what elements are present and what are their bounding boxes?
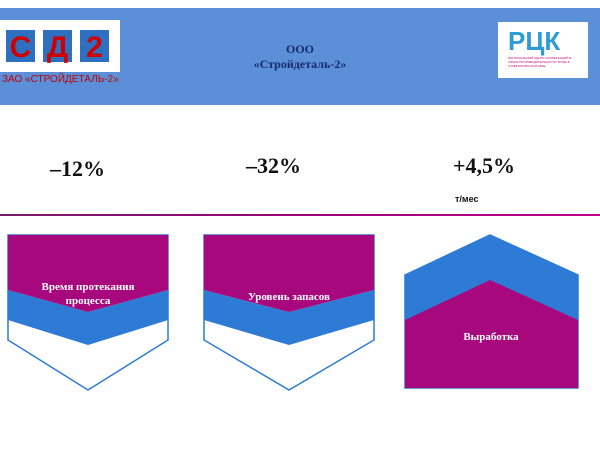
divider — [0, 214, 600, 216]
card-top — [204, 235, 374, 312]
card-band — [204, 290, 374, 345]
card-bottom — [405, 280, 578, 388]
title: «Стройдеталь-2» — [253, 57, 347, 71]
logo-letter: 2 — [78, 28, 111, 64]
metric-unit: т/мес — [455, 194, 479, 204]
metric-value: +4,5% — [453, 153, 516, 178]
title: ООО — [285, 42, 314, 56]
metric-value: –12% — [50, 156, 105, 181]
card-label: Уровень запасов — [248, 291, 330, 303]
logo-letter: С — [4, 28, 37, 64]
card-label: Время протекания процесса — [41, 281, 135, 307]
logo-letter: Д — [41, 28, 74, 64]
logo-caption: ЗАО «СТРОЙДЕТАЛЬ-2» — [2, 74, 119, 85]
metric-value: –32% — [246, 153, 301, 178]
card — [203, 234, 375, 391]
card-top — [8, 235, 168, 312]
partner-logo: РЦК — [508, 26, 561, 56]
card-label: Выработка — [463, 331, 519, 343]
partner-logo-box: РЦК РЕГИОНАЛЬНЫЙ ЦЕНТР КОМПЕТЕНЦИЙ В СФЕ… — [498, 22, 588, 78]
card — [404, 234, 579, 389]
card — [7, 234, 169, 391]
partner-caption: РЕГИОНАЛЬНЫЙ ЦЕНТР КОМПЕТЕНЦИЙ В СФЕРЕ П… — [508, 56, 572, 68]
card-band — [8, 290, 168, 345]
